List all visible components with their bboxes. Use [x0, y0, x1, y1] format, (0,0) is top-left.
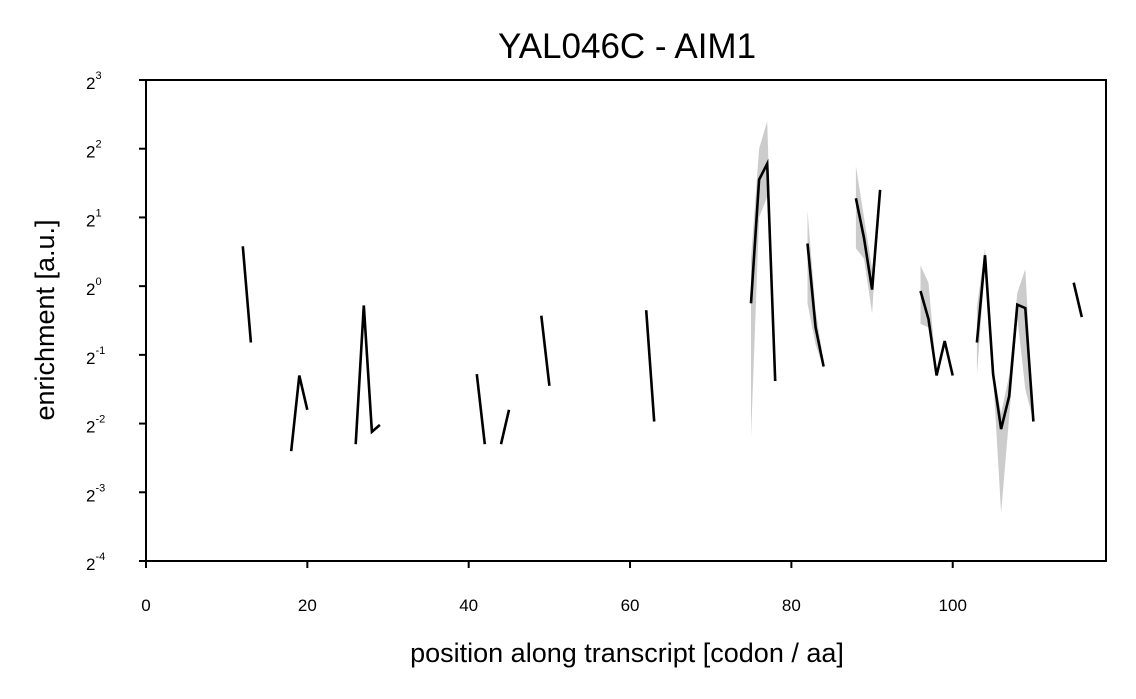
data-line-segment [241, 246, 253, 343]
y-tick-label: 2-1 [86, 345, 105, 368]
confidence-band [807, 210, 824, 369]
y-tick-label: 2-2 [86, 414, 105, 437]
data-line-segment [475, 373, 487, 445]
plot-frame [145, 79, 1107, 562]
data-line-segment [289, 375, 309, 452]
x-tick-label: 40 [459, 596, 478, 615]
chart-title: YAL046C - AIM1 [498, 27, 756, 66]
y-tick-label: 20 [86, 276, 102, 299]
data-line-segment [854, 189, 882, 290]
y-tick-label: 2-3 [86, 482, 105, 505]
data-line-segment [499, 409, 511, 445]
confidence-bands [751, 121, 1034, 513]
confidence-band [976, 248, 1034, 513]
data-line-segment [354, 305, 381, 445]
x-axis-label: position along transcript [codon / aa] [410, 638, 844, 668]
x-tick-label: 100 [939, 596, 967, 615]
data-line-segment [749, 158, 777, 382]
x-tick-label: 0 [141, 596, 150, 615]
data-line-segment [540, 315, 551, 386]
data-lines [241, 158, 1084, 452]
y-tick-label: 2-4 [86, 551, 105, 574]
data-line-segment [806, 243, 825, 367]
y-tick-label: 23 [86, 70, 102, 93]
x-tick-label: 80 [782, 596, 801, 615]
y-tick-label: 22 [86, 139, 102, 162]
confidence-band [920, 265, 953, 376]
data-line-segment [919, 290, 954, 376]
y-axis: 23 22 21 20 2-1 2-2 2-3 2-4 [86, 70, 146, 574]
y-tick-label: 21 [86, 207, 102, 230]
data-line-segment [644, 310, 656, 422]
data-line-segment [975, 255, 1035, 430]
x-tick-label: 20 [298, 596, 317, 615]
y-axis-label: enrichment [a.u.] [30, 219, 60, 420]
x-tick-label: 60 [621, 596, 640, 615]
data-line-segment [1072, 282, 1084, 318]
x-axis: 0 20 40 60 80 100 [141, 561, 967, 615]
